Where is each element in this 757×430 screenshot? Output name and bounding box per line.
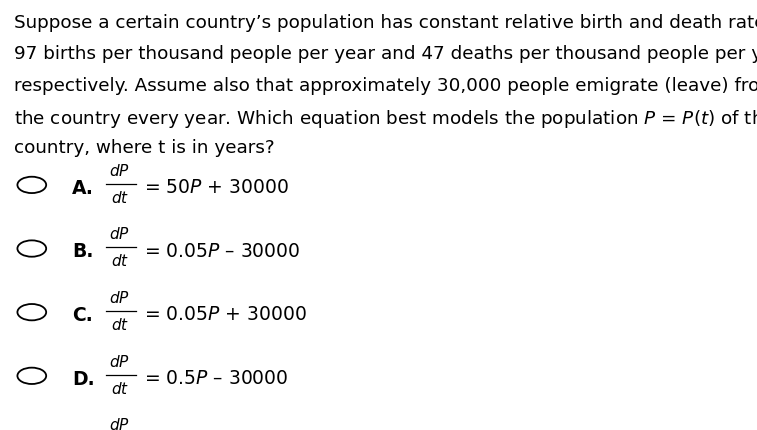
Text: = 0.05$P$ + 30000: = 0.05$P$ + 30000	[144, 305, 307, 324]
Text: $dt$: $dt$	[111, 381, 129, 397]
Text: $dP$: $dP$	[109, 226, 130, 243]
Text: $dt$: $dt$	[111, 317, 129, 333]
Text: 97 births per thousand people per year and 47 deaths per thousand people per yea: 97 births per thousand people per year a…	[14, 45, 757, 63]
Text: C.: C.	[72, 306, 92, 325]
Text: $dt$: $dt$	[111, 253, 129, 270]
Text: B.: B.	[72, 243, 93, 261]
Text: Suppose a certain country’s population has constant relative birth and death rat: Suppose a certain country’s population h…	[14, 14, 757, 32]
Text: $dP$: $dP$	[109, 290, 130, 306]
Text: $dP$: $dP$	[109, 163, 130, 179]
Text: = 0.05$P$ – 30000: = 0.05$P$ – 30000	[144, 242, 301, 261]
Text: the country every year. Which equation best models the population $P$ = $P$($t$): the country every year. Which equation b…	[14, 108, 757, 130]
Text: $dP$: $dP$	[109, 353, 130, 370]
Text: A.: A.	[72, 179, 94, 198]
Text: $dt$: $dt$	[111, 190, 129, 206]
Text: respectively. Assume also that approximately 30,000 people emigrate (leave) from: respectively. Assume also that approxima…	[14, 77, 757, 95]
Text: = 50$P$ + 30000: = 50$P$ + 30000	[144, 178, 288, 197]
Text: = 0.5$P$ – 30000: = 0.5$P$ – 30000	[144, 369, 288, 388]
Text: D.: D.	[72, 370, 95, 389]
Text: $dP$: $dP$	[109, 417, 130, 430]
Text: country, where t is in years?: country, where t is in years?	[14, 139, 274, 157]
